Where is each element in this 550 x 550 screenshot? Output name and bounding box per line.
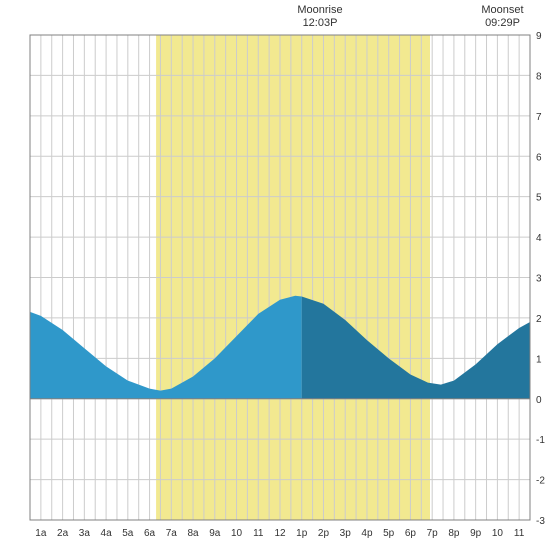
x-tick-label: 1a bbox=[35, 528, 47, 539]
moonset-title: Moonset bbox=[481, 4, 523, 16]
y-tick-label: -1 bbox=[536, 435, 545, 446]
moonrise-time: 12:03P bbox=[303, 17, 338, 29]
x-tick-label: 2a bbox=[57, 528, 69, 539]
x-tick-label: 5p bbox=[383, 528, 395, 539]
y-tick-label: 8 bbox=[536, 71, 542, 82]
y-tick-label: 6 bbox=[536, 152, 542, 163]
x-tick-label: 6p bbox=[405, 528, 417, 539]
y-tick-label: 9 bbox=[536, 31, 542, 42]
tide-chart: Moonrise 12:03P Moonset 09:29P -3-2-1012… bbox=[0, 0, 550, 550]
x-tick-label: 9p bbox=[470, 528, 482, 539]
x-tick-label: 11 bbox=[253, 528, 264, 539]
x-tick-label: 2p bbox=[318, 528, 330, 539]
moonrise-label: Moonrise 12:03P bbox=[290, 4, 350, 30]
y-tick-label: 4 bbox=[536, 233, 542, 244]
x-tick-label: 5a bbox=[122, 528, 134, 539]
y-tick-label: -2 bbox=[536, 476, 545, 487]
moonrise-title: Moonrise bbox=[297, 4, 342, 16]
chart-svg: -3-2-101234567891a2a3a4a5a6a7a8a9a101112… bbox=[0, 0, 550, 550]
x-tick-label: 1p bbox=[296, 528, 308, 539]
y-tick-label: 2 bbox=[536, 314, 542, 325]
y-tick-label: 3 bbox=[536, 274, 542, 285]
x-tick-label: 11 bbox=[514, 528, 525, 539]
moonset-label: Moonset 09:29P bbox=[475, 4, 530, 30]
moonset-time: 09:29P bbox=[485, 17, 520, 29]
x-tick-label: 6a bbox=[144, 528, 156, 539]
x-tick-label: 3a bbox=[79, 528, 91, 539]
x-tick-label: 4a bbox=[101, 528, 113, 539]
y-tick-label: 1 bbox=[536, 354, 542, 365]
y-tick-label: 5 bbox=[536, 193, 542, 204]
y-tick-label: 7 bbox=[536, 112, 542, 123]
x-tick-label: 10 bbox=[492, 528, 504, 539]
x-tick-label: 9a bbox=[209, 528, 221, 539]
x-tick-label: 8p bbox=[448, 528, 460, 539]
y-tick-label: 0 bbox=[536, 395, 542, 406]
x-tick-label: 10 bbox=[231, 528, 243, 539]
x-tick-label: 12 bbox=[274, 528, 286, 539]
y-tick-label: -3 bbox=[536, 516, 545, 527]
x-tick-label: 7a bbox=[166, 528, 178, 539]
x-tick-label: 7p bbox=[427, 528, 439, 539]
x-tick-label: 8a bbox=[187, 528, 199, 539]
x-tick-label: 4p bbox=[361, 528, 373, 539]
x-tick-label: 3p bbox=[340, 528, 352, 539]
